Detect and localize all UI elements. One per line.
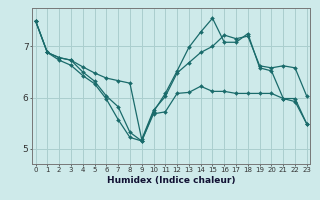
X-axis label: Humidex (Indice chaleur): Humidex (Indice chaleur): [107, 176, 236, 185]
